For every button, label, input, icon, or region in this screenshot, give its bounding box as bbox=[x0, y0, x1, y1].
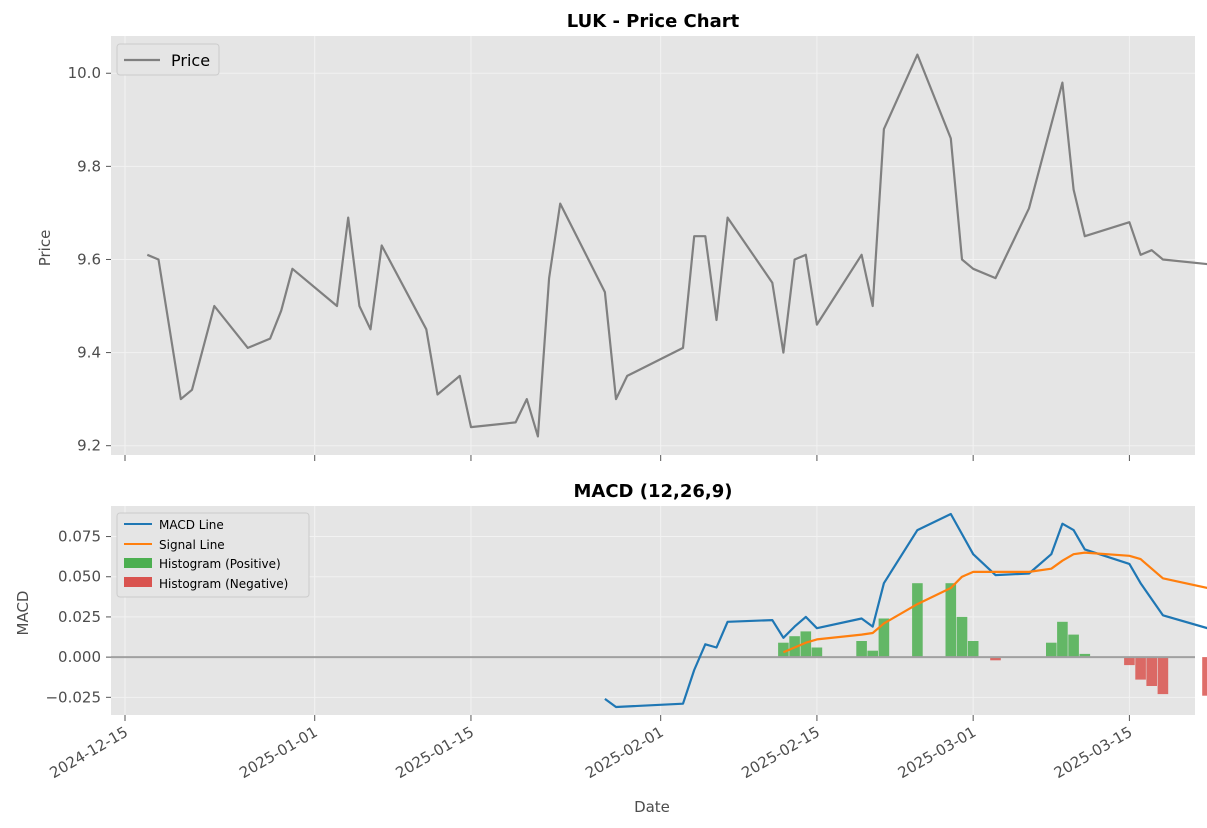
bar-histogram-positive bbox=[967, 641, 979, 658]
x-tick-label: 2025-02-15 bbox=[738, 723, 823, 782]
price-series bbox=[146, 53, 1207, 438]
bar-histogram-positive bbox=[867, 650, 878, 658]
macd-legend-label-signal: Signal Line bbox=[159, 538, 225, 552]
x-tick-label: 2025-03-01 bbox=[895, 723, 980, 782]
macd-y-tick-label: 0.025 bbox=[58, 608, 101, 626]
price-y-axis-label: Price bbox=[36, 230, 54, 267]
price-gridlines bbox=[111, 36, 1195, 455]
bar-histogram-negative bbox=[1135, 657, 1146, 680]
price-legend: Price bbox=[116, 43, 220, 76]
bar-histogram-positive bbox=[1057, 621, 1068, 658]
bar-histogram-negative bbox=[1146, 657, 1157, 686]
x-tick-label: 2025-02-01 bbox=[582, 723, 667, 782]
macd-legend-label-hist-positive: Histogram (Positive) bbox=[159, 557, 281, 571]
bar-histogram-negative bbox=[1124, 657, 1135, 666]
macd-y-tick-label: 0.075 bbox=[58, 528, 101, 546]
x-tick-label: 2025-01-15 bbox=[392, 723, 477, 782]
price-chart: 9.2 9.4 9.6 9.8 10.0 LUK - Price Chart Price… bbox=[36, 11, 1207, 461]
bar-histogram-positive bbox=[800, 631, 812, 658]
macd-y-axis-label: MACD bbox=[14, 591, 32, 636]
bar-histogram-positive bbox=[856, 641, 867, 658]
macd-chart-title: MACD (12,26,9) bbox=[573, 481, 732, 502]
macd-y-ticks: −0.025 0.000 0.025 0.050 0.075 bbox=[45, 528, 111, 706]
series-line-macd-line bbox=[604, 512, 1207, 709]
bar-histogram-positive bbox=[778, 642, 789, 658]
price-legend-box bbox=[116, 43, 220, 76]
macd-legend-box bbox=[116, 512, 310, 598]
x-tick-label: 2025-03-15 bbox=[1051, 723, 1136, 782]
bar-histogram-positive bbox=[945, 583, 957, 658]
price-y-tick-label: 9.2 bbox=[77, 437, 101, 455]
macd-histogram-bars bbox=[778, 583, 1207, 696]
macd-x-axis-label: Date bbox=[634, 798, 670, 816]
bar-histogram-positive bbox=[1046, 642, 1057, 658]
bar-histogram-negative bbox=[1157, 657, 1169, 695]
price-chart-title: LUK - Price Chart bbox=[567, 11, 740, 32]
macd-y-tick-label: −0.025 bbox=[45, 688, 101, 706]
macd-series-lines bbox=[604, 512, 1207, 709]
macd-y-tick-label: 0.050 bbox=[58, 568, 101, 586]
series-line-signal-line bbox=[782, 551, 1207, 654]
macd-y-tick-label: 0.000 bbox=[58, 648, 101, 666]
macd-legend: MACD Line Signal Line Histogram (Positiv… bbox=[116, 512, 310, 598]
price-y-tick-label: 9.8 bbox=[77, 157, 101, 175]
bar-histogram-positive bbox=[956, 616, 968, 658]
bar-histogram-positive bbox=[811, 647, 823, 658]
price-plot-area bbox=[111, 36, 1195, 455]
macd-legend-label-macd: MACD Line bbox=[159, 518, 224, 532]
macd-x-ticks: 2024-12-15 2025-01-01 2025-01-15 2025-02-01… bbox=[46, 715, 1135, 782]
price-y-tick-label: 9.6 bbox=[77, 250, 101, 268]
x-tick-label: 2024-12-15 bbox=[46, 723, 131, 782]
bar-histogram-positive bbox=[878, 618, 890, 658]
x-tick-label: 2025-01-01 bbox=[236, 723, 321, 782]
bar-histogram-negative bbox=[990, 657, 1001, 661]
macd-legend-label-hist-negative: Histogram (Negative) bbox=[159, 577, 288, 591]
bar-histogram-positive bbox=[1068, 634, 1079, 658]
price-y-tick-label: 10.0 bbox=[68, 64, 101, 82]
macd-legend-swatch-hist-negative bbox=[124, 577, 152, 587]
price-y-ticks: 9.2 9.4 9.6 9.8 10.0 bbox=[68, 64, 111, 455]
price-y-tick-label: 9.4 bbox=[77, 344, 101, 362]
price-x-ticks bbox=[124, 455, 1130, 461]
bar-histogram-positive bbox=[912, 583, 923, 658]
price-legend-label: Price bbox=[171, 51, 210, 70]
bar-histogram-positive bbox=[1079, 653, 1091, 658]
bar-histogram-negative bbox=[1202, 657, 1207, 696]
series-line-price bbox=[146, 53, 1207, 438]
macd-legend-swatch-hist-positive bbox=[124, 558, 152, 568]
